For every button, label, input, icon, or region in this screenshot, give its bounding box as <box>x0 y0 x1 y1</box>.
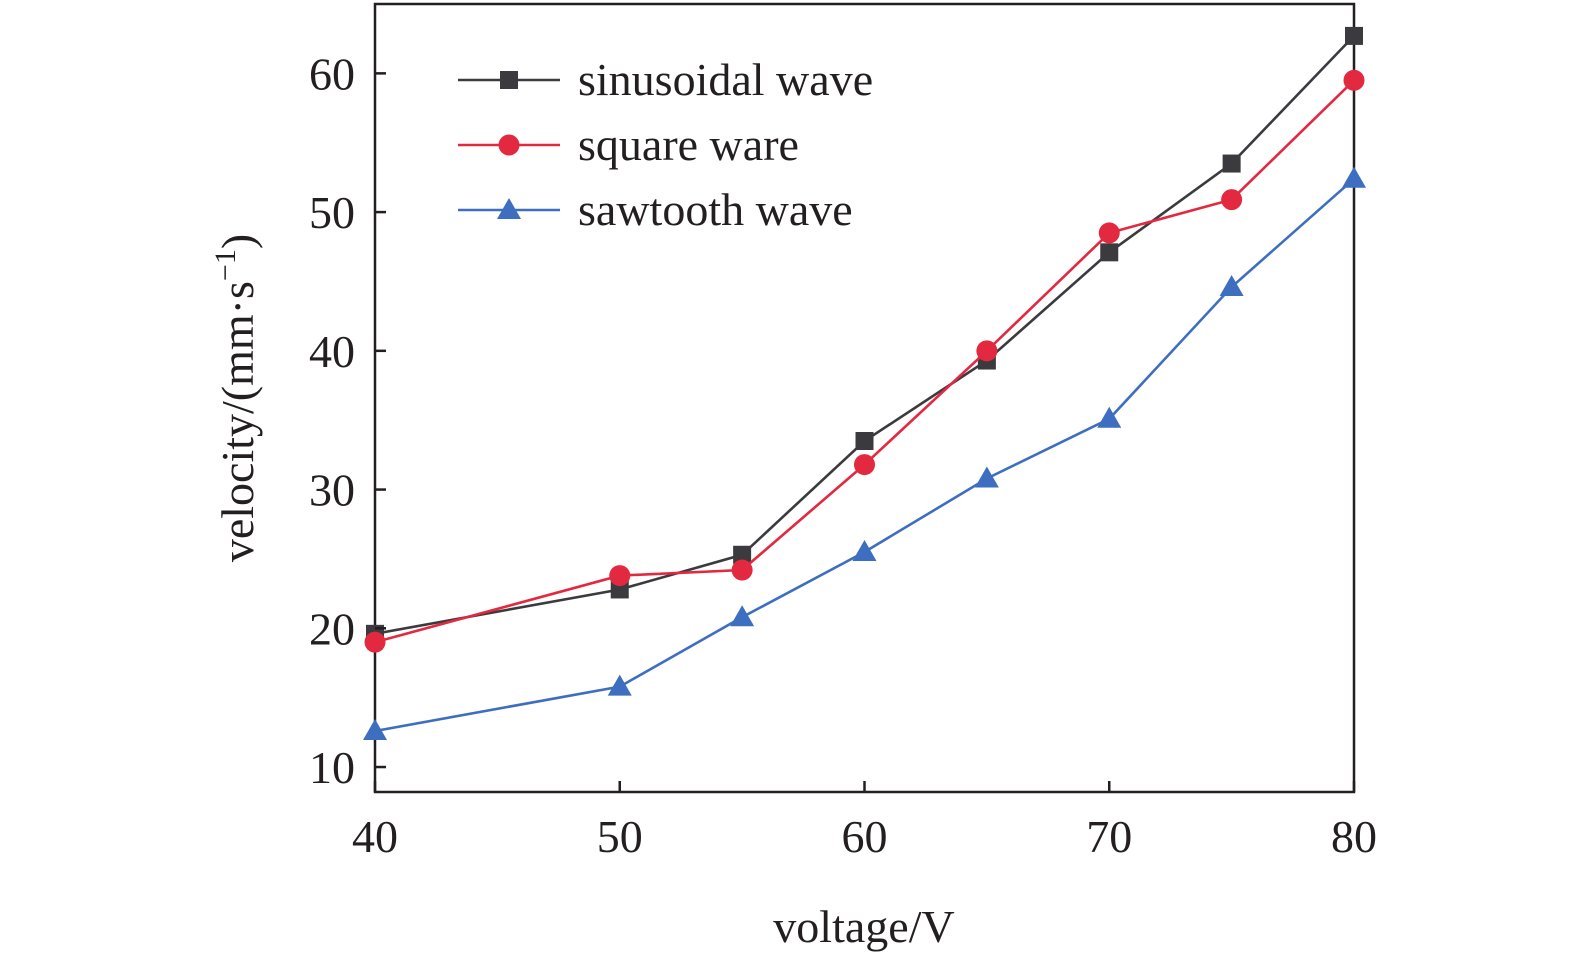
series-line-sinusoidal-wave <box>374 35 1355 636</box>
series-line-sawtooth-wave <box>374 177 1355 733</box>
legend-label-sawtooth-wave: sawtooth wave <box>578 184 853 235</box>
data-point-sawtooth-wave <box>363 718 387 740</box>
data-point-square-ware <box>1343 69 1365 91</box>
plot-area-border <box>373 2 1356 794</box>
y-tick-label: 10 <box>309 742 355 793</box>
series-sinusoidal-wave <box>366 26 1363 643</box>
legend-label-square-ware: square ware <box>578 119 799 170</box>
y-tick-label: 60 <box>309 48 355 99</box>
data-point-sawtooth-wave <box>607 674 632 696</box>
legend-item-square-ware: square ware <box>458 119 799 170</box>
data-point-sinusoidal-wave <box>1345 26 1363 45</box>
legend-marker-square-ware <box>498 134 520 156</box>
y-tick-label: 50 <box>309 187 355 238</box>
y-tick-label: 30 <box>309 465 355 516</box>
data-point-sawtooth-wave <box>1342 166 1366 188</box>
x-tick-label: 40 <box>352 811 398 862</box>
series-square-ware <box>364 69 1365 653</box>
data-point-square-ware <box>1221 189 1243 211</box>
axis-ticks: 40 50 60 70 80 10 20 30 40 50 60 <box>309 48 1377 862</box>
x-axis-label: voltage/V <box>773 901 954 952</box>
data-point-sinusoidal-wave <box>733 545 752 564</box>
legend-marker-sinusoidal-wave <box>500 71 518 89</box>
data-point-square-ware <box>976 340 998 362</box>
data-point-square-ware <box>1098 222 1120 244</box>
data-point-square-ware <box>854 454 875 476</box>
data-point-sinusoidal-wave <box>1222 154 1241 173</box>
x-tick-label: 50 <box>597 811 643 862</box>
legend-label-sinusoidal-wave: sinusoidal wave <box>578 54 873 105</box>
legend-item-sawtooth-wave: sawtooth wave <box>458 184 853 235</box>
x-tick-label: 60 <box>842 811 888 862</box>
series-line-square-ware <box>374 79 1355 644</box>
y-axis-label-superscript: −1 <box>209 249 242 281</box>
data-point-sinusoidal-wave <box>1100 243 1119 262</box>
data-point-square-ware <box>731 559 753 581</box>
data-point-sawtooth-wave <box>1219 275 1244 297</box>
data-point-sawtooth-wave <box>974 466 999 488</box>
x-tick-label: 80 <box>1331 811 1377 862</box>
plot-frame <box>373 2 1356 794</box>
y-axis-label-main: velocity/(mm·s <box>212 281 263 562</box>
y-axis-label-close: ) <box>212 234 263 249</box>
data-point-sawtooth-wave <box>730 605 755 627</box>
data-point-sawtooth-wave <box>1097 406 1122 428</box>
data-point-square-ware <box>609 565 631 587</box>
series-sawtooth-wave <box>363 166 1366 740</box>
y-tick-label: 20 <box>309 603 355 654</box>
y-axis-label: velocity/(mm·s−1) <box>209 234 263 562</box>
legend-marker-sawtooth-wave <box>497 198 521 219</box>
data-point-sawtooth-wave <box>852 539 877 561</box>
legend: sinusoidal wave square ware sawtooth wave <box>458 54 873 235</box>
x-tick-label: 70 <box>1086 811 1132 862</box>
legend-item-sinusoidal-wave: sinusoidal wave <box>458 54 873 105</box>
series-layer <box>363 26 1366 740</box>
data-point-square-ware <box>364 631 386 653</box>
data-point-sinusoidal-wave <box>855 432 874 451</box>
y-tick-label: 40 <box>309 326 355 377</box>
